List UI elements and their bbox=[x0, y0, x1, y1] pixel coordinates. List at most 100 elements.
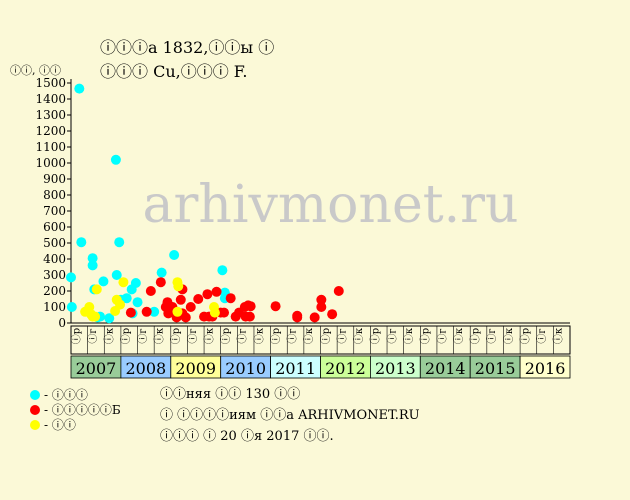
data-point bbox=[87, 253, 98, 264]
year-label: 2011 bbox=[275, 359, 316, 378]
data-point bbox=[156, 267, 167, 278]
legend-swatch-yellow bbox=[30, 420, 40, 430]
data-point bbox=[180, 312, 191, 323]
legend-item: - ⓘⓘⓘⓘⓘБ bbox=[30, 401, 121, 417]
quarter-label: ⓘк bbox=[503, 327, 515, 344]
legend-label: - ⓘⓘ bbox=[44, 418, 76, 432]
year-label: 2015 bbox=[475, 359, 516, 378]
quarter-label: ⓘк bbox=[153, 327, 165, 344]
y-tick-label: 100 bbox=[43, 300, 66, 314]
y-tick-label: 400 bbox=[43, 252, 66, 266]
note-line-2: ⓘ ⓘⓘⓘⓘиям ⓘⓘа ARHIVMONET.RU bbox=[160, 408, 420, 423]
legend-label: - ⓘⓘⓘ bbox=[44, 388, 88, 402]
data-point bbox=[193, 294, 204, 304]
quarter-label: ⓘг bbox=[237, 328, 249, 343]
quarter-label: ⓘр bbox=[170, 328, 182, 344]
quarter-label: ⓘр bbox=[220, 328, 232, 344]
data-point bbox=[173, 281, 184, 292]
y-tick-label: 300 bbox=[43, 268, 66, 282]
data-point bbox=[121, 293, 132, 304]
note-line-3: ⓘⓘⓘ ⓘ 20 ⓘя 2017 ⓘⓘ. bbox=[160, 429, 334, 444]
data-point bbox=[104, 313, 115, 324]
quarter-label: ⓘг bbox=[137, 328, 149, 343]
y-tick-label: 600 bbox=[43, 220, 66, 234]
year-label: 2007 bbox=[76, 359, 117, 378]
quarter-label: ⓘк bbox=[303, 327, 315, 344]
y-tick-label: 700 bbox=[43, 204, 66, 218]
y-tick-label: 900 bbox=[43, 172, 66, 186]
data-point bbox=[66, 272, 76, 283]
chart-title-line1: ⓘⓘⓘа 1832,ⓘⓘы ⓘ bbox=[100, 38, 275, 57]
year-label: 2010 bbox=[225, 359, 266, 378]
quarter-label: ⓘг bbox=[386, 328, 398, 343]
y-tick-label: 1500 bbox=[35, 76, 66, 90]
data-point bbox=[202, 289, 213, 300]
y-tick-label: 200 bbox=[43, 284, 66, 298]
y-tick-label: 1000 bbox=[35, 156, 66, 170]
legend-label: - ⓘⓘⓘⓘⓘБ bbox=[44, 403, 121, 417]
quarter-label: ⓘр bbox=[70, 328, 82, 344]
data-point bbox=[219, 307, 230, 318]
quarter-label: ⓘр bbox=[270, 328, 282, 344]
y-tick-label: 1100 bbox=[35, 140, 66, 154]
quarter-label: ⓘр bbox=[120, 328, 132, 344]
year-label: 2009 bbox=[175, 359, 216, 378]
quarter-label: ⓘр bbox=[420, 328, 432, 344]
data-point bbox=[130, 278, 141, 288]
data-point bbox=[316, 294, 327, 305]
data-point bbox=[149, 306, 160, 317]
data-point bbox=[244, 311, 255, 322]
quarter-label: ⓘк bbox=[253, 327, 265, 344]
quarter-label: ⓘк bbox=[353, 327, 365, 344]
quarter-label: ⓘг bbox=[336, 328, 348, 343]
data-point bbox=[66, 302, 77, 312]
data-point bbox=[87, 260, 98, 271]
quarter-label: ⓘг bbox=[187, 328, 199, 343]
data-point bbox=[169, 250, 180, 260]
data-point bbox=[155, 277, 166, 288]
y-tick-label: 1300 bbox=[35, 108, 66, 122]
quarter-label: ⓘк bbox=[403, 327, 415, 344]
data-point bbox=[217, 265, 228, 276]
data-point bbox=[76, 237, 87, 248]
data-point bbox=[145, 286, 156, 296]
data-point bbox=[118, 277, 129, 288]
data-point bbox=[125, 307, 136, 318]
data-point bbox=[270, 301, 281, 312]
data-point bbox=[175, 294, 186, 305]
data-point bbox=[292, 312, 303, 323]
data-point bbox=[114, 237, 125, 248]
data-point bbox=[209, 307, 220, 318]
legend-item: - ⓘⓘⓘ bbox=[30, 386, 88, 402]
quarter-label: ⓘг bbox=[486, 328, 498, 343]
quarter-label: ⓘр bbox=[519, 328, 531, 344]
data-point bbox=[74, 83, 85, 94]
y-tick-label: 1200 bbox=[35, 124, 66, 138]
y-tick-label: 800 bbox=[43, 188, 66, 202]
year-cell bbox=[519, 355, 571, 379]
year-label: 2012 bbox=[325, 359, 366, 378]
data-point bbox=[225, 293, 236, 304]
quarter-label: ⓘр bbox=[370, 328, 382, 344]
year-label: 2013 bbox=[375, 359, 416, 378]
data-point bbox=[111, 270, 122, 280]
data-point bbox=[185, 302, 196, 312]
data-point bbox=[90, 311, 101, 322]
watermark-text: arhivmonet.ru bbox=[142, 175, 518, 235]
year-label: 2014 bbox=[425, 359, 466, 378]
legend-swatch-red bbox=[30, 405, 40, 415]
data-point bbox=[309, 312, 320, 323]
quarter-label: ⓘк bbox=[203, 327, 215, 344]
quarter-label: ⓘг bbox=[436, 328, 448, 343]
data-point bbox=[141, 306, 152, 317]
y-tick-label: 1400 bbox=[35, 92, 66, 106]
note-line-1: ⓘⓘняя ⓘⓘ 130 ⓘⓘ bbox=[160, 387, 301, 402]
year-label: 2008 bbox=[125, 359, 166, 378]
data-point bbox=[91, 284, 102, 295]
data-point bbox=[245, 301, 256, 312]
data-point bbox=[132, 297, 143, 308]
chart-title-line2: ⓘⓘⓘ Cu,ⓘⓘⓘ F. bbox=[100, 62, 248, 81]
y-tick-label: 0 bbox=[58, 316, 66, 330]
